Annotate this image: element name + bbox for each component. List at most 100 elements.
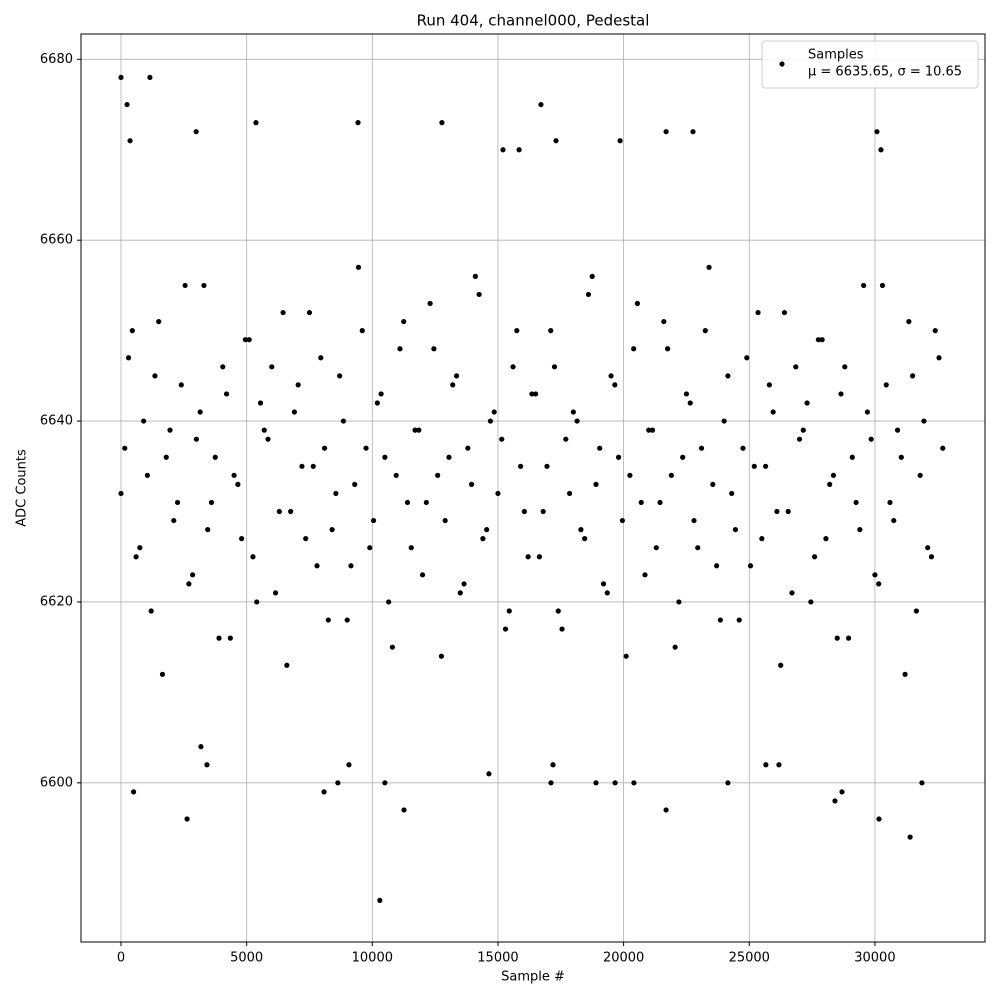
point	[335, 780, 341, 786]
y-axis-label: ADC Counts	[15, 449, 30, 527]
legend: Samples μ = 6635.65, σ = 10.65	[761, 40, 979, 89]
point	[148, 608, 154, 614]
point	[525, 554, 531, 560]
point	[725, 780, 731, 786]
point	[907, 834, 913, 840]
point	[205, 527, 211, 533]
point	[868, 436, 874, 442]
point	[231, 472, 237, 478]
point	[212, 454, 218, 460]
point	[337, 373, 343, 379]
legend-note: μ = 6635.65, σ = 10.65	[808, 65, 962, 80]
point	[830, 472, 837, 478]
point	[419, 572, 426, 578]
legend-label: Samples	[808, 48, 864, 63]
point	[642, 572, 648, 578]
point	[431, 346, 437, 352]
point	[348, 563, 354, 569]
point	[223, 391, 230, 397]
point	[623, 653, 629, 659]
point	[664, 346, 671, 352]
point	[250, 554, 256, 560]
point	[439, 120, 445, 126]
point	[193, 129, 199, 135]
point	[827, 481, 833, 487]
point	[921, 418, 927, 424]
point	[446, 454, 452, 460]
point	[272, 590, 279, 596]
point	[634, 300, 641, 307]
point	[159, 671, 166, 677]
point	[917, 472, 923, 478]
point	[321, 789, 327, 795]
point	[453, 373, 460, 379]
point	[476, 291, 482, 298]
point	[663, 807, 669, 813]
point	[891, 517, 897, 524]
point	[412, 427, 418, 433]
point	[755, 309, 761, 316]
point	[491, 409, 497, 415]
point	[747, 563, 754, 569]
point	[740, 445, 746, 451]
point	[502, 626, 509, 632]
point	[766, 382, 772, 388]
point	[876, 581, 882, 587]
x-tick-label: 20000	[603, 951, 644, 966]
point	[574, 418, 580, 424]
point	[698, 445, 705, 451]
point	[401, 807, 407, 813]
point	[235, 481, 241, 487]
point	[778, 662, 784, 668]
point	[878, 147, 884, 153]
point	[785, 508, 791, 515]
point	[359, 328, 365, 334]
point	[781, 309, 788, 316]
point	[604, 590, 610, 596]
point	[849, 454, 855, 460]
point	[823, 536, 829, 542]
point	[550, 762, 556, 768]
y-tick-label: 6640	[40, 414, 73, 429]
point	[721, 418, 727, 424]
point	[714, 563, 720, 569]
point	[122, 445, 128, 451]
point	[253, 120, 259, 126]
point	[310, 463, 316, 469]
point	[559, 626, 565, 632]
point	[499, 436, 505, 442]
point	[702, 328, 708, 334]
point	[776, 762, 782, 768]
point	[510, 364, 516, 370]
point	[197, 409, 203, 415]
point	[495, 490, 501, 497]
x-tick-label: 0	[117, 951, 125, 966]
point	[872, 572, 878, 578]
x-tick-label: 30000	[854, 951, 895, 966]
point	[589, 273, 595, 279]
point	[517, 463, 524, 469]
point	[227, 635, 233, 641]
point	[732, 527, 739, 533]
point	[533, 391, 539, 397]
point	[638, 499, 644, 506]
point	[472, 273, 478, 279]
point	[612, 382, 618, 388]
point	[657, 499, 663, 506]
point	[239, 536, 245, 542]
point	[174, 499, 181, 506]
point	[661, 318, 667, 325]
point	[216, 635, 222, 641]
point	[751, 463, 757, 469]
point	[631, 780, 637, 786]
point	[416, 427, 422, 433]
point	[118, 490, 124, 497]
point	[649, 427, 656, 433]
point	[906, 318, 912, 325]
point	[668, 472, 674, 478]
point	[125, 355, 132, 361]
point	[484, 527, 490, 533]
point	[178, 382, 184, 388]
point	[919, 780, 925, 786]
